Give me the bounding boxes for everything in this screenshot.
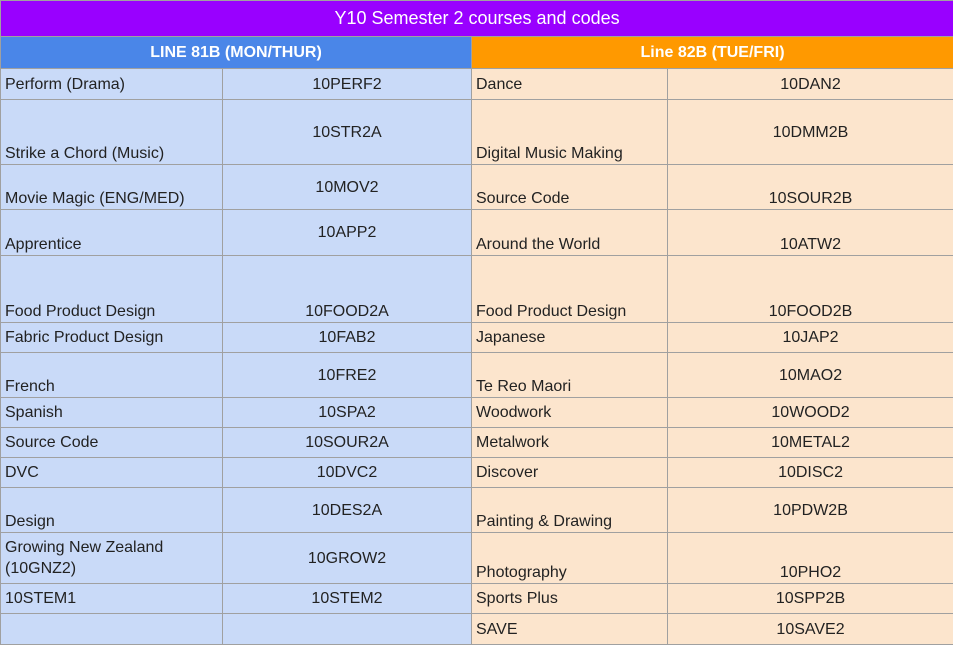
table-row: Food Product Design 10FOOD2A Food Product … [0, 255, 953, 323]
table-row: DVC 10DVC2 Discover 10DISC2 [0, 457, 953, 488]
course-code: 10DMM2B [666, 99, 953, 165]
course-code: 10APP2 [222, 209, 472, 256]
course-name: Discover [471, 457, 668, 488]
course-name: Source Code [471, 164, 668, 210]
table-row: Fabric Product Design 10FAB2 Japanese 10JAP… [0, 322, 953, 353]
course-name: Metalwork [471, 427, 668, 458]
course-code: 10ATW2 [666, 209, 953, 256]
course-name: Spanish [0, 397, 223, 428]
course-name: Around the World [471, 209, 668, 256]
course-name: 10STEM1 [0, 583, 223, 614]
course-code: 10STR2A [222, 99, 472, 165]
course-name: Te Reo Maori [471, 352, 668, 398]
course-name: Movie Magic (ENG/MED) [0, 164, 223, 210]
table-row: Source Code 10SOUR2A Metalwork 10METAL2 [0, 427, 953, 458]
course-name: Fabric Product Design [0, 322, 223, 353]
course-name: Food Product Design [471, 255, 668, 323]
course-name: Painting & Drawing [471, 487, 668, 533]
course-code: 10DVC2 [222, 457, 472, 488]
course-code: 10MOV2 [222, 164, 472, 210]
course-code: 10DAN2 [666, 68, 953, 100]
course-code: 10SAVE2 [666, 613, 953, 645]
course-name: Growing New Zealand (10GNZ2) [0, 532, 223, 584]
course-code: 10FOOD2A [222, 255, 472, 323]
table-row: 10STEM1 10STEM2 Sports Plus 10SPP2B [0, 583, 953, 614]
course-code: 10MAO2 [666, 352, 953, 398]
course-code: 10PERF2 [222, 68, 472, 100]
table-row: Growing New Zealand (10GNZ2) 10GROW2 Photo… [0, 532, 953, 584]
course-name: Perform (Drama) [0, 68, 223, 100]
course-name: Design [0, 487, 223, 533]
course-code: 10GROW2 [222, 532, 472, 584]
course-code: 10SOUR2B [666, 164, 953, 210]
course-code: 10FOOD2B [666, 255, 953, 323]
course-name: SAVE [471, 613, 668, 645]
course-name [0, 613, 223, 645]
course-code: 10SPP2B [666, 583, 953, 614]
table-row: SAVE 10SAVE2 [0, 613, 953, 645]
course-name: French [0, 352, 223, 398]
course-name: Apprentice [0, 209, 223, 256]
course-code: 10SOUR2A [222, 427, 472, 458]
course-name: Sports Plus [471, 583, 668, 614]
column-header: LINE 81B (MON/THUR) [0, 36, 472, 69]
table-title: Y10 Semester 2 courses and codes [0, 0, 953, 37]
course-code: 10WOOD2 [666, 397, 953, 428]
column-header: Line 82B (TUE/FRI) [470, 36, 953, 69]
course-name: Dance [471, 68, 668, 100]
course-name: Strike a Chord (Music) [0, 99, 223, 165]
course-code: 10JAP2 [666, 322, 953, 353]
table-row: Design 10DES2A Painting & Drawing 10PDW2B [0, 487, 953, 533]
course-code [222, 613, 472, 645]
table-row: French 10FRE2 Te Reo Maori 10MAO2 [0, 352, 953, 398]
course-name: Source Code [0, 427, 223, 458]
course-name: Japanese [471, 322, 668, 353]
table-row: Spanish 10SPA2 Woodwork 10WOOD2 [0, 397, 953, 428]
course-name: Food Product Design [0, 255, 223, 323]
course-code: 10FAB2 [222, 322, 472, 353]
table-row: Perform (Drama) 10PERF2 Dance 10DAN2 [0, 68, 953, 100]
course-code: 10DISC2 [666, 457, 953, 488]
table-row: Apprentice 10APP2 Around the World 10ATW2 [0, 209, 953, 256]
course-code: 10PDW2B [666, 487, 953, 533]
table-row: Movie Magic (ENG/MED) 10MOV2 Source Code 10… [0, 164, 953, 210]
table-row: Strike a Chord (Music) 10STR2A Digital Mus… [0, 99, 953, 165]
course-name: Digital Music Making [471, 99, 668, 165]
course-code: 10METAL2 [666, 427, 953, 458]
course-code: 10FRE2 [222, 352, 472, 398]
course-code: 10PHO2 [666, 532, 953, 584]
course-code: 10DES2A [222, 487, 472, 533]
course-code: 10SPA2 [222, 397, 472, 428]
course-name: Photography [471, 532, 668, 584]
course-name: DVC [0, 457, 223, 488]
course-name: Woodwork [471, 397, 668, 428]
course-code: 10STEM2 [222, 583, 472, 614]
